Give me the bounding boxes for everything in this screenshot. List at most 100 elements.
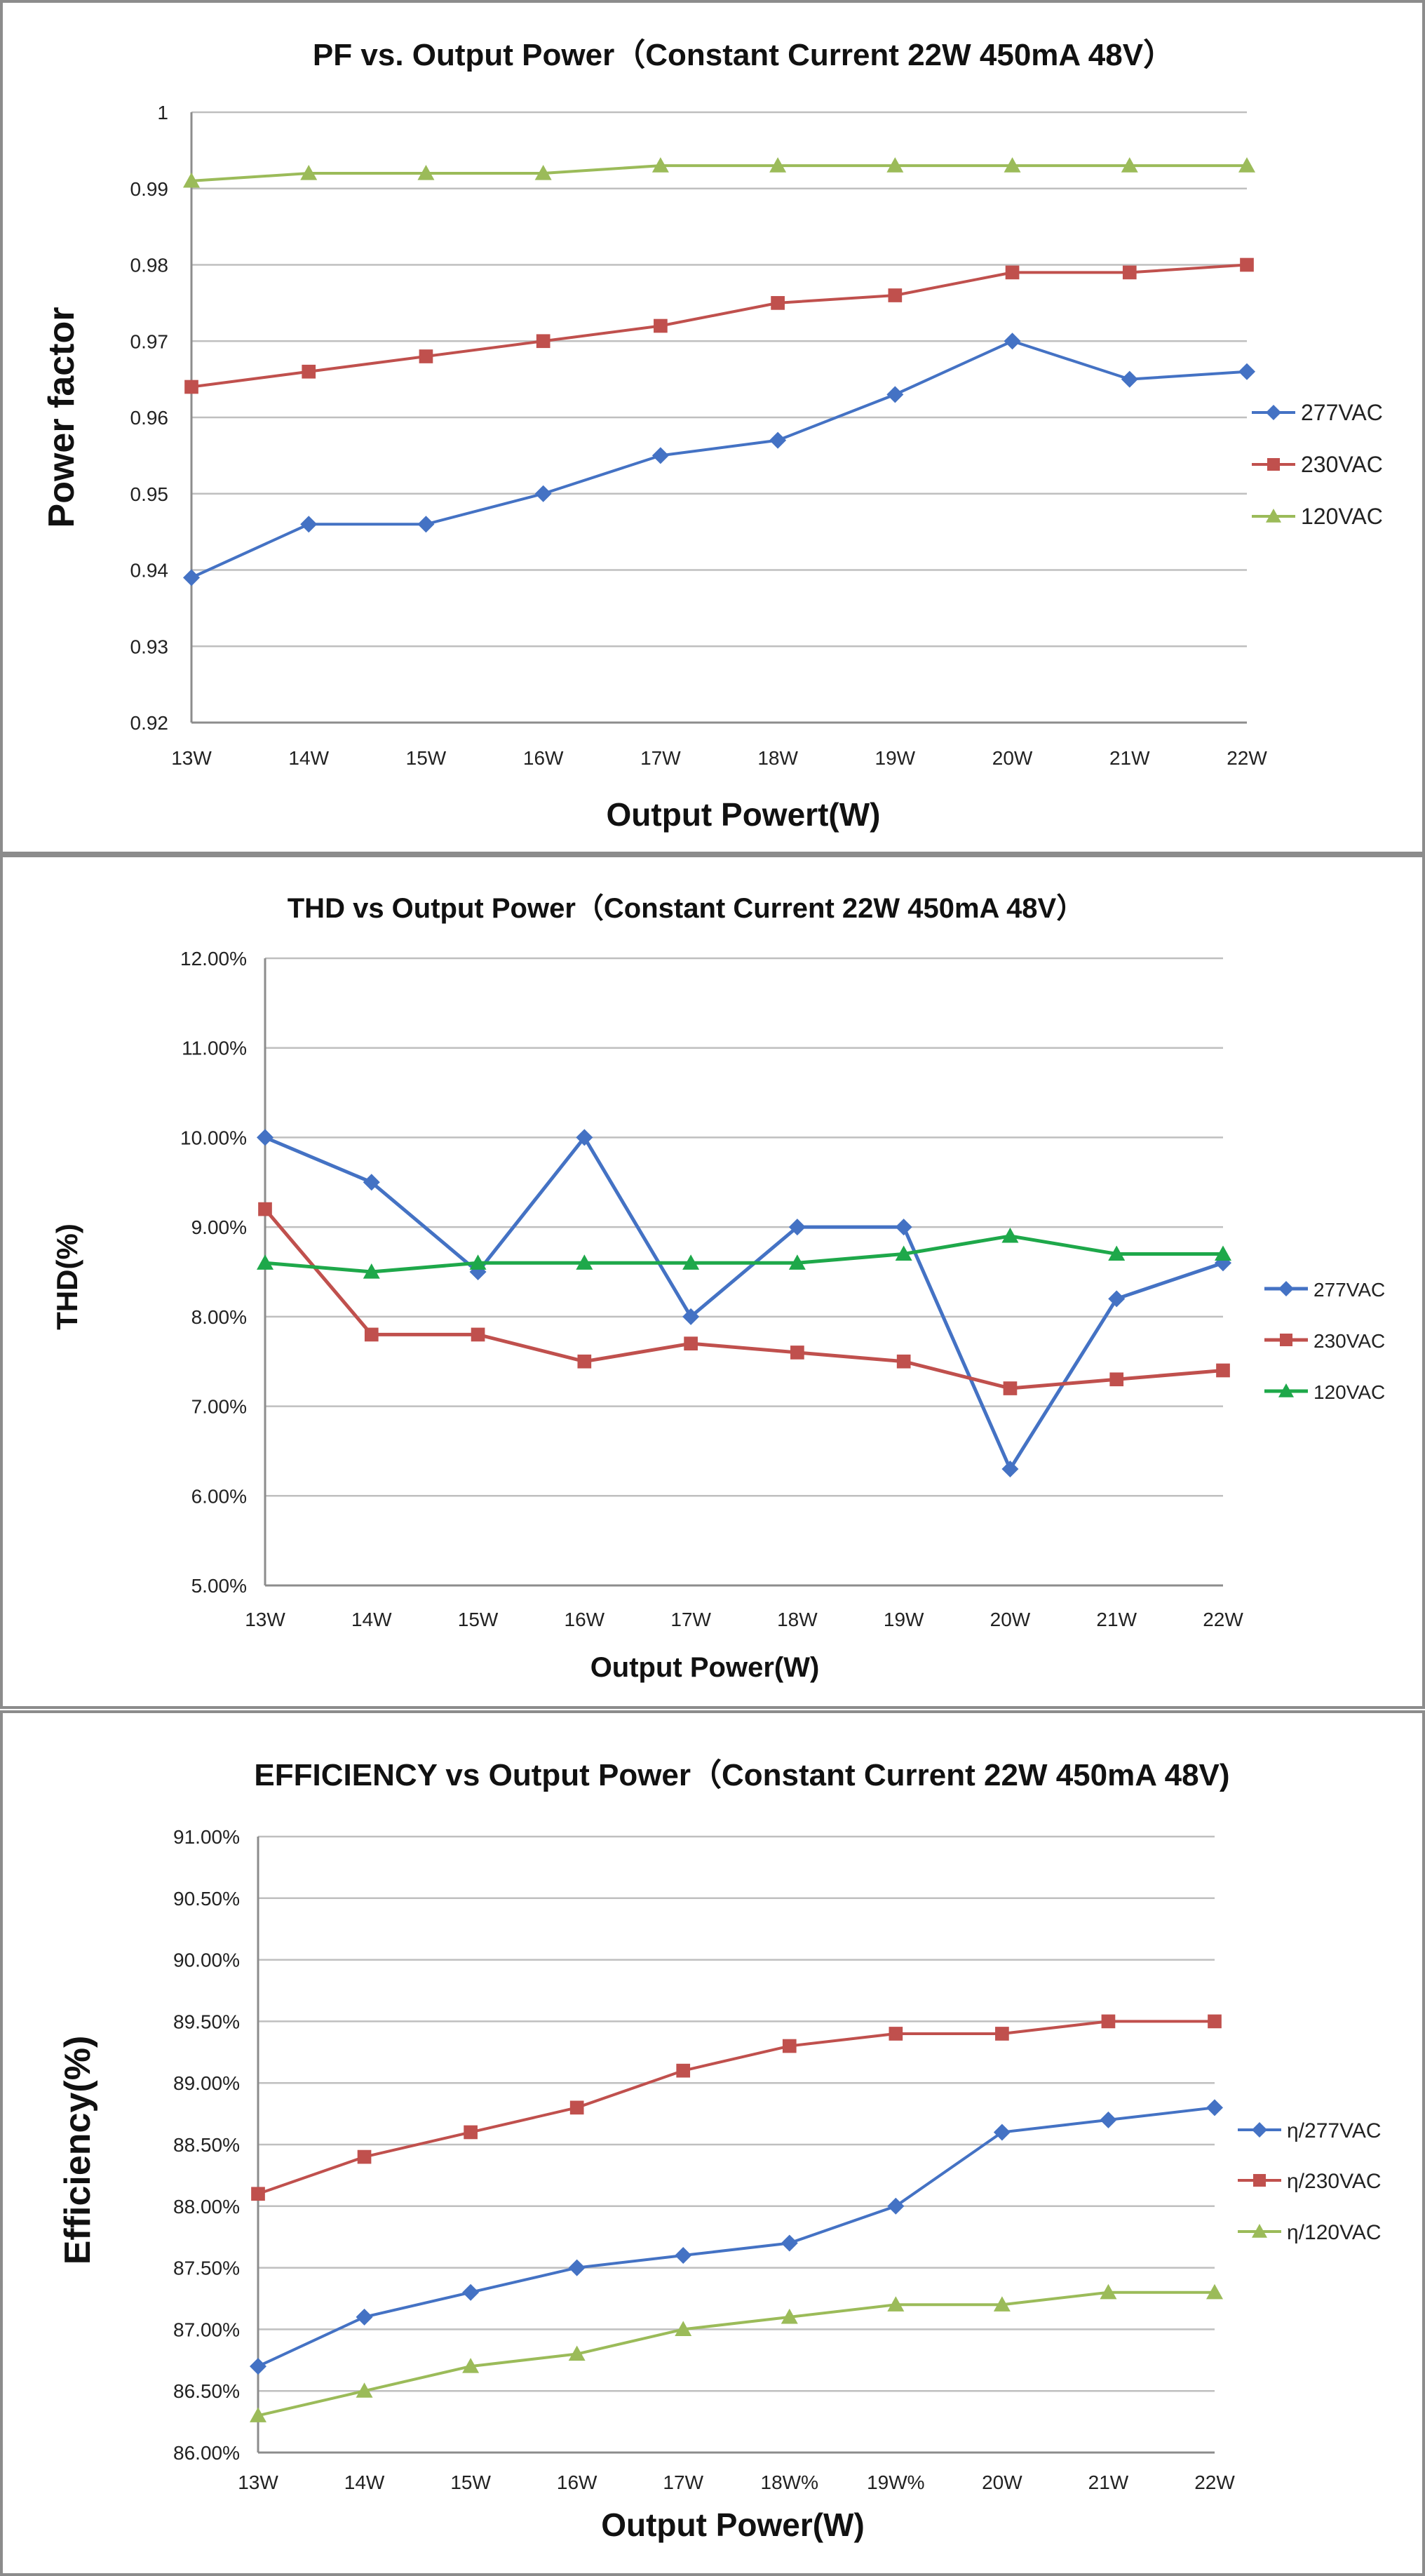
data-point	[257, 1129, 273, 1146]
legend-marker	[1267, 457, 1281, 471]
data-point	[651, 447, 669, 464]
x-tick-label: 18W%	[761, 2471, 818, 2493]
series-line	[264, 1234, 1223, 1274]
data-point	[886, 157, 904, 173]
data-point	[888, 288, 903, 302]
y-tick-label: 89.00%	[173, 2072, 240, 2094]
x-tick-label: 17W	[640, 747, 681, 769]
data-point	[534, 165, 552, 180]
data-point	[250, 2358, 266, 2375]
series-2	[258, 1202, 1230, 1395]
y-tick-label: 0.96	[130, 407, 169, 429]
y-axis-label: Power factor	[41, 307, 82, 528]
data-point	[464, 2125, 478, 2140]
y-tick-label: 87.00%	[173, 2319, 240, 2340]
x-tick-label: 22W	[1227, 747, 1267, 769]
legend-marker	[1278, 1383, 1294, 1397]
series-line	[191, 340, 1248, 579]
x-axis-label: Output Powert(W)	[607, 796, 881, 833]
y-tick-label: 87.50%	[173, 2258, 240, 2279]
chart-title: EFFICIENCY vs Output Power（Constant Curr…	[254, 1758, 1229, 1792]
y-tick-label: 88.00%	[173, 2196, 240, 2218]
data-point	[469, 1254, 487, 1270]
data-point	[993, 2296, 1011, 2312]
data-point	[419, 349, 433, 363]
series-line	[257, 2106, 1215, 2368]
y-tick-label: 0.98	[130, 255, 169, 276]
x-tick-label: 14W	[351, 1609, 392, 1630]
x-tick-label: 13W	[245, 1609, 285, 1630]
data-point	[462, 2283, 480, 2301]
chart-title: THD vs Output Power（Constant Current 22W…	[288, 893, 1084, 924]
y-tick-label: 6.00%	[191, 1485, 247, 1507]
data-point	[251, 2187, 265, 2201]
data-point	[183, 172, 200, 188]
data-point	[769, 431, 787, 449]
data-point	[536, 334, 551, 349]
x-tick-label: 21W	[1109, 747, 1150, 769]
data-point	[682, 1254, 700, 1270]
series-3	[250, 2283, 1223, 2422]
data-point	[889, 2027, 903, 2041]
x-tick-label: 22W	[1203, 1609, 1243, 1630]
data-point	[183, 569, 200, 586]
x-tick-label: 20W	[982, 2471, 1022, 2493]
data-point	[1003, 1381, 1018, 1395]
y-tick-label: 12.00%	[180, 948, 247, 970]
data-point	[363, 1174, 380, 1191]
data-point	[1004, 333, 1021, 350]
legend-marker	[1252, 2122, 1267, 2138]
y-tick-label: 90.00%	[173, 1950, 240, 1971]
series-2	[184, 257, 1254, 394]
y-tick-label: 89.50%	[173, 2011, 240, 2032]
y-tick-label: 90.50%	[173, 1888, 240, 1910]
data-point	[300, 516, 318, 533]
data-point	[576, 1129, 593, 1146]
chart-2: 5.00% 6.00% 7.00% 8.00% 9.00% 10.00% 11.00% 12.…	[0, 854, 1425, 1709]
data-point	[364, 1327, 379, 1342]
legend-label: 120VAC	[1313, 1381, 1385, 1403]
data-point	[258, 1202, 272, 1216]
data-point	[356, 2382, 373, 2398]
data-point	[569, 2100, 584, 2115]
data-point	[675, 2321, 692, 2336]
x-tick-label: 14W	[288, 747, 329, 769]
data-point	[250, 2407, 266, 2422]
data-point	[682, 1308, 700, 1325]
y-tick-label: 86.50%	[173, 2380, 240, 2402]
data-point	[363, 1263, 380, 1279]
x-tick-label: 14W	[344, 2471, 385, 2493]
y-axis-label: THD(%)	[50, 1223, 83, 1330]
data-point	[1240, 257, 1254, 272]
data-point	[684, 1336, 698, 1351]
legend-label: 230VAC	[1301, 452, 1383, 477]
data-point	[771, 296, 785, 310]
data-point	[576, 1254, 593, 1270]
data-point	[1101, 2014, 1116, 2029]
data-point	[534, 485, 552, 502]
data-point	[887, 2296, 905, 2312]
data-point	[896, 1354, 911, 1369]
y-tick-label: 9.00%	[191, 1216, 247, 1238]
x-axis-label: Output Power(W)	[590, 1652, 820, 1683]
data-point	[1001, 1460, 1019, 1477]
data-point	[1122, 265, 1137, 280]
y-tick-label: 0.97	[130, 330, 169, 352]
data-point	[782, 2039, 797, 2053]
legend-label: 277VAC	[1313, 1279, 1385, 1301]
data-point	[357, 2149, 372, 2164]
data-point	[769, 157, 787, 173]
y-tick-label: 7.00%	[191, 1396, 247, 1418]
x-tick-label: 20W	[992, 747, 1033, 769]
legend-label: 120VAC	[1301, 504, 1383, 529]
data-point	[577, 1354, 592, 1369]
x-tick-label: 19W%	[867, 2471, 924, 2493]
series-line	[191, 263, 1248, 389]
x-tick-label: 19W	[884, 1609, 924, 1630]
x-tick-label: 17W	[670, 1609, 711, 1630]
data-point	[300, 165, 318, 180]
series-line	[257, 2020, 1215, 2196]
data-point	[1206, 2099, 1223, 2117]
x-tick-label: 16W	[523, 747, 564, 769]
x-tick-label: 15W	[450, 2471, 491, 2493]
